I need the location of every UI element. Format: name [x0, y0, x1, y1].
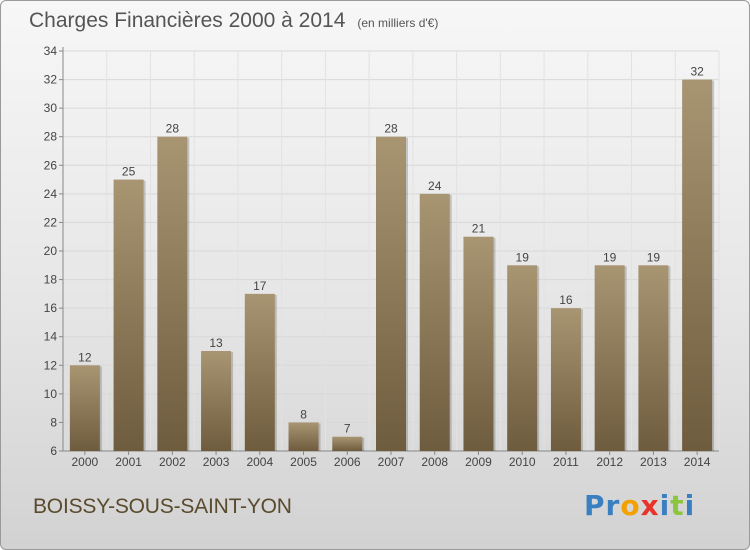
- chart-title-text: Charges Financières 2000 à 2014: [29, 9, 346, 32]
- value-label: 32: [690, 65, 704, 79]
- bar: [201, 351, 232, 451]
- y-tick-label: 8: [50, 415, 57, 429]
- x-tick-label: 2005: [290, 455, 317, 469]
- x-tick-label: 2008: [421, 455, 448, 469]
- proxiti-logo: Proxiti: [584, 489, 695, 522]
- bars: [69, 79, 715, 452]
- x-tick-label: 2010: [509, 455, 536, 469]
- value-label: 28: [384, 122, 398, 136]
- x-tick-label: 2004: [246, 455, 273, 469]
- x-tick-label: 2007: [378, 455, 405, 469]
- bar: [594, 265, 625, 451]
- bar: [69, 365, 100, 451]
- x-tick-label: 2002: [159, 455, 186, 469]
- bar: [638, 265, 669, 451]
- bar: [682, 79, 713, 452]
- value-label: 19: [647, 250, 661, 264]
- logo-letter: t: [670, 489, 685, 522]
- y-tick-label: 20: [44, 244, 58, 258]
- value-label: 24: [428, 179, 442, 193]
- y-tick-label: 24: [44, 187, 58, 201]
- value-label: 21: [472, 222, 486, 236]
- value-label: 19: [603, 250, 617, 264]
- y-tick-label: 32: [44, 73, 58, 87]
- value-label: 19: [516, 250, 530, 264]
- y-tick-label: 34: [44, 44, 58, 58]
- bar: [288, 422, 319, 451]
- y-tick-label: 6: [50, 444, 57, 458]
- y-tick-label: 28: [44, 130, 58, 144]
- y-tick-label: 12: [44, 358, 58, 372]
- commune-name: BOISSY-SOUS-SAINT-YON: [33, 495, 292, 518]
- bar: [419, 193, 450, 451]
- bar: [244, 293, 275, 451]
- y-tick-label: 18: [44, 273, 58, 287]
- x-tick-label: 2012: [596, 455, 623, 469]
- labels: 6 8 10 12 14 16 18 20 22 24 26 28 30 32 34 12 2000 25 2001…: [44, 44, 711, 469]
- x-tick-label: 2013: [640, 455, 667, 469]
- value-label: 25: [122, 165, 136, 179]
- logo-letter: i: [684, 489, 696, 522]
- logo-letter: i: [659, 489, 671, 522]
- logo-letter: P: [584, 489, 606, 522]
- bar: [157, 136, 188, 451]
- value-label: 12: [78, 350, 92, 364]
- value-label: 7: [344, 422, 351, 436]
- bar: [332, 436, 363, 451]
- value-label: 28: [166, 122, 180, 136]
- logo-letter: o: [620, 489, 641, 522]
- y-tick-label: 14: [44, 330, 58, 344]
- bar: [376, 136, 406, 451]
- y-tick-label: 26: [44, 158, 58, 172]
- chart-title: Charges Financières 2000 à 2014 (en milli…: [29, 9, 438, 33]
- x-tick-label: 2006: [334, 455, 361, 469]
- logo-letter: x: [640, 489, 660, 522]
- x-tick-label: 2014: [684, 455, 711, 469]
- value-label: 13: [209, 336, 223, 350]
- x-tick-label: 2001: [115, 455, 142, 469]
- bar: [463, 236, 494, 451]
- x-tick-label: 2011: [553, 455, 579, 469]
- y-tick-label: 10: [44, 387, 58, 401]
- x-tick-label: 2003: [203, 455, 230, 469]
- y-tick-label: 22: [44, 215, 58, 229]
- value-label: 17: [253, 279, 267, 293]
- value-label: 16: [559, 293, 573, 307]
- x-tick-label: 2009: [465, 455, 492, 469]
- bar: [507, 265, 538, 451]
- value-label: 8: [300, 407, 307, 421]
- bar: [113, 179, 144, 452]
- chart-unit: (en milliers d'€): [357, 16, 439, 30]
- y-tick-label: 16: [44, 301, 58, 315]
- y-tick-label: 30: [44, 101, 58, 115]
- x-tick-label: 2000: [72, 455, 99, 469]
- logo-letter: r: [605, 489, 621, 522]
- bar: [550, 308, 581, 451]
